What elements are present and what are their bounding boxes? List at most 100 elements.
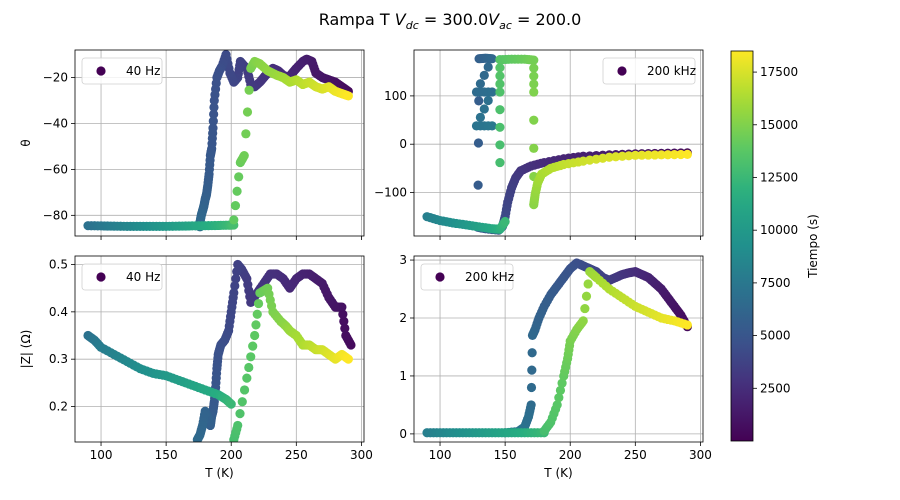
- data-point: [483, 95, 493, 106]
- legend-label: 200 kHz: [647, 64, 696, 78]
- data-point: [233, 420, 243, 431]
- data-point: [495, 105, 505, 115]
- data-point: [235, 409, 245, 419]
- axes-frame: [413, 49, 704, 237]
- data-point: [495, 87, 505, 97]
- scatter-points: [83, 259, 356, 442]
- colorbar-tick-label: 12500: [760, 170, 798, 184]
- data-point: [650, 150, 660, 160]
- y-axis-label: θ: [19, 139, 33, 146]
- y-tick-label: 100: [384, 89, 407, 103]
- y-tick-label: −100: [374, 186, 407, 200]
- y-tick-label: 0.4: [49, 305, 68, 319]
- data-point: [495, 79, 505, 89]
- data-point: [229, 215, 239, 225]
- data-point: [527, 365, 537, 375]
- data-point: [231, 274, 241, 284]
- x-tick-label: 250: [285, 448, 308, 462]
- data-point: [682, 149, 692, 159]
- data-point: [246, 352, 256, 362]
- x-axis-label: T (K): [204, 466, 233, 480]
- data-point: [474, 96, 484, 106]
- data-point: [208, 116, 218, 126]
- data-point: [656, 150, 666, 160]
- data-point: [529, 87, 539, 97]
- data-point: [643, 150, 653, 160]
- legend-box: [420, 263, 514, 291]
- data-point: [244, 362, 254, 373]
- data-point: [555, 385, 566, 396]
- data-point: [526, 382, 537, 393]
- data-point: [239, 151, 249, 161]
- data-point: [343, 91, 353, 101]
- subplots: −80 −60 −40 −20 θ 40 Hz −100 0 100 200 kHz 100 150 2…: [19, 49, 712, 480]
- data-point: [251, 320, 261, 330]
- data-point: [637, 150, 647, 160]
- y-tick-label: 0.3: [49, 352, 68, 366]
- data-point: [495, 157, 505, 168]
- colorbar-tick-label: 10000: [760, 223, 798, 237]
- data-point: [529, 63, 539, 73]
- data-point: [250, 330, 260, 341]
- data-point: [669, 149, 679, 160]
- legend-label: 200 kHz: [465, 270, 514, 284]
- data-point: [192, 435, 202, 442]
- data-point: [230, 281, 240, 291]
- colorbar-tick-label: 7500: [760, 276, 791, 290]
- scatter-points: [422, 258, 692, 438]
- data-point: [209, 109, 219, 119]
- legend-marker: [617, 66, 627, 76]
- data-point: [527, 348, 537, 358]
- data-point: [230, 200, 241, 211]
- data-point: [343, 354, 353, 364]
- data-point: [209, 102, 219, 113]
- data-point: [473, 180, 483, 190]
- colorbar-tick-label: 5000: [760, 329, 791, 343]
- data-point: [475, 112, 485, 122]
- data-point: [252, 309, 262, 319]
- axes-frame: [74, 49, 365, 237]
- y-tick-label: −80: [43, 208, 68, 222]
- data-point: [233, 259, 243, 270]
- data-point: [495, 122, 505, 132]
- data-point: [581, 291, 592, 301]
- data-point: [495, 71, 505, 81]
- data-point: [529, 143, 539, 153]
- data-point: [248, 341, 258, 351]
- data-point: [495, 63, 505, 73]
- subplot-theta-200khz: −100 0 100 200 kHz: [374, 49, 704, 240]
- data-point: [483, 62, 493, 72]
- colorbar-gradient: [730, 50, 754, 442]
- data-point: [234, 172, 244, 182]
- data-point: [473, 138, 484, 148]
- subplot-theta-40hz: −80 −60 −40 −20 θ 40 Hz: [19, 49, 365, 240]
- y-tick-label: 0: [399, 427, 407, 441]
- data-point: [237, 397, 247, 407]
- data-point: [244, 85, 254, 95]
- data-point: [580, 303, 590, 314]
- data-point: [241, 129, 251, 139]
- data-point: [527, 330, 538, 340]
- x-tick-label: 100: [90, 448, 113, 462]
- data-point: [529, 71, 539, 81]
- y-tick-label: −20: [43, 71, 68, 85]
- x-axis-label: T (K): [543, 466, 572, 480]
- data-point: [487, 54, 497, 64]
- legend-box: [81, 57, 163, 85]
- y-tick-label: −40: [43, 116, 68, 130]
- data-point: [479, 70, 489, 80]
- colorbar-label: Tiempo (s): [806, 214, 820, 279]
- y-tick-label: 0: [399, 137, 407, 151]
- figure-title: Rampa T Vdc = 300.0Vac = 200.0: [319, 10, 582, 32]
- subplot-z-40hz: 100 150 200 250 300 0.2 0.3 0.4 0.5 T (K) |Z| (Ω) 4…: [19, 255, 373, 480]
- legend-box: [602, 57, 696, 85]
- data-point: [242, 373, 252, 383]
- x-tick-label: 150: [494, 448, 517, 462]
- legend-box: [81, 263, 163, 291]
- axes-frame: [74, 255, 365, 443]
- data-point: [529, 115, 539, 125]
- data-point: [583, 279, 593, 289]
- x-tick-label: 300: [689, 448, 712, 462]
- data-point: [578, 316, 588, 326]
- x-tick-label: 250: [624, 448, 647, 462]
